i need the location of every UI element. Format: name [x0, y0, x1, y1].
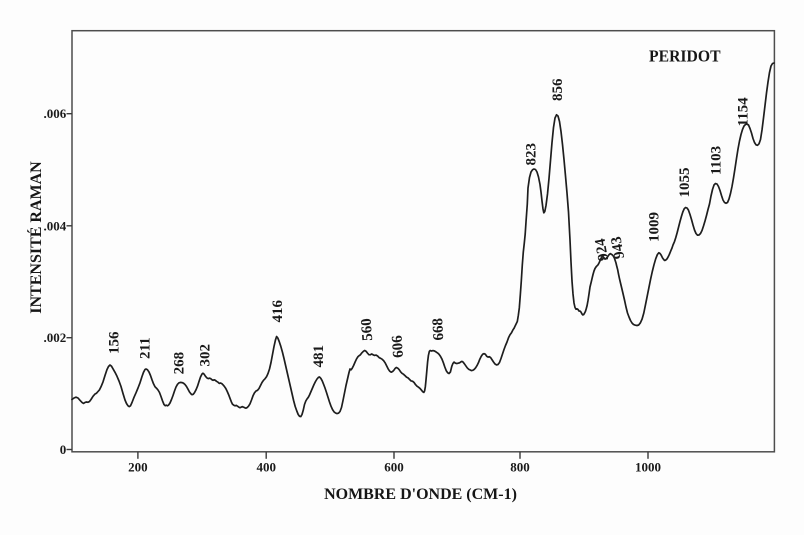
svg-text:416: 416	[270, 300, 286, 323]
svg-text:NOMBRE D'ONDE (CM-1): NOMBRE D'ONDE (CM-1)	[324, 486, 517, 503]
svg-text:1055: 1055	[677, 168, 693, 198]
svg-text:PERIDOT: PERIDOT	[649, 47, 721, 66]
svg-text:211: 211	[138, 337, 154, 359]
svg-text:1009: 1009	[647, 212, 663, 242]
svg-text:268: 268	[172, 352, 188, 375]
svg-text:600: 600	[384, 460, 404, 475]
svg-text:943: 943	[608, 235, 628, 260]
svg-text:156: 156	[107, 331, 123, 354]
svg-text:481: 481	[311, 345, 327, 368]
svg-text:856: 856	[550, 78, 566, 101]
svg-text:0: 0	[60, 442, 67, 457]
svg-text:606: 606	[389, 334, 407, 358]
svg-text:1154: 1154	[736, 97, 752, 127]
svg-text:302: 302	[198, 344, 214, 367]
svg-text:1103: 1103	[709, 146, 725, 175]
svg-text:.004: .004	[43, 218, 66, 233]
svg-text:560: 560	[359, 318, 377, 342]
svg-text:.006: .006	[43, 106, 66, 121]
svg-text:400: 400	[256, 460, 276, 475]
svg-text:823: 823	[524, 143, 540, 166]
svg-text:668: 668	[430, 318, 447, 341]
svg-text:1000: 1000	[635, 460, 661, 475]
svg-text:200: 200	[128, 460, 148, 475]
svg-text:.002: .002	[43, 330, 66, 345]
svg-text:924: 924	[592, 237, 612, 262]
svg-text:800: 800	[510, 460, 530, 475]
svg-text:INTENSITÉ RAMAN: INTENSITÉ RAMAN	[26, 161, 45, 314]
